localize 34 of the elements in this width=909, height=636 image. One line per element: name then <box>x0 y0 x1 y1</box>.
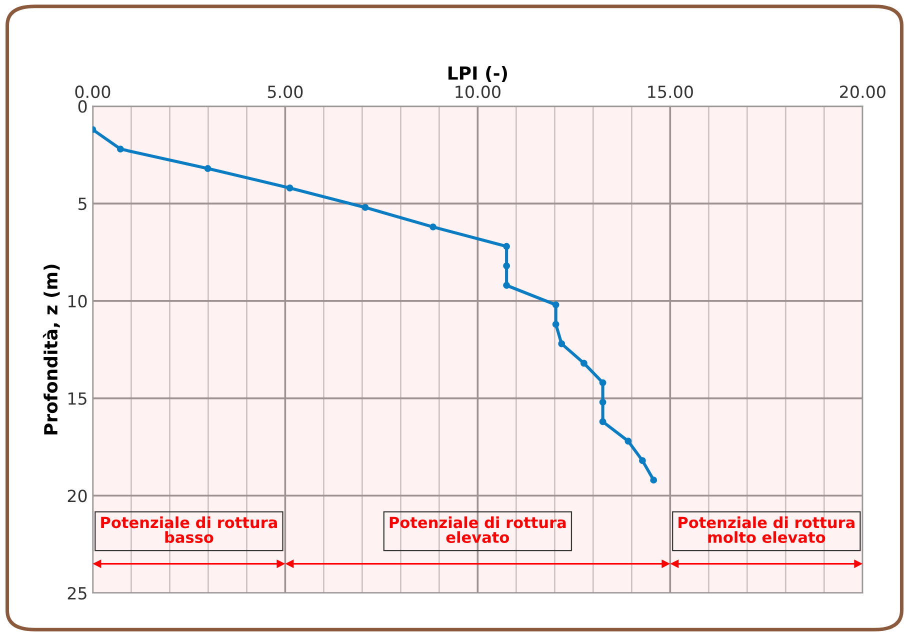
y-tick-label: 15 <box>68 392 86 405</box>
y-tick-label: 25 <box>68 586 86 600</box>
y-tick-label: 5 <box>78 198 86 210</box>
point <box>116 146 124 153</box>
x-axis-title: LPI (-) <box>448 66 507 82</box>
point <box>503 282 510 289</box>
band-label: Potenziale di rottura basso <box>101 516 277 544</box>
band-label: Potenziale di rottura elevato <box>390 516 566 544</box>
point <box>580 360 588 367</box>
point <box>204 165 212 172</box>
band-label: Potenziale di rottura molto elevato <box>678 516 854 544</box>
x-tick-label: 0.00 <box>75 86 110 98</box>
x-tick-label: 5.00 <box>268 86 303 98</box>
y-tick-label: 0 <box>78 100 87 113</box>
y-axis-title: Profondità, z (m) <box>42 264 60 434</box>
point <box>552 320 560 328</box>
x-tick-label: 10.00 <box>456 86 500 98</box>
point <box>430 223 436 230</box>
point <box>503 242 510 250</box>
point <box>624 438 632 445</box>
y-tick-label: 10 <box>68 294 87 308</box>
point <box>599 418 606 426</box>
point <box>599 398 606 406</box>
x-tick-label: 20.00 <box>840 86 886 98</box>
y-tick-label: 20 <box>68 490 87 502</box>
point <box>286 184 294 192</box>
point <box>638 457 646 464</box>
point <box>362 204 369 211</box>
point <box>552 301 560 308</box>
point <box>558 340 566 348</box>
point <box>503 262 510 270</box>
x-tick-label: 15.00 <box>648 86 693 98</box>
point <box>650 476 658 484</box>
point <box>599 379 606 386</box>
